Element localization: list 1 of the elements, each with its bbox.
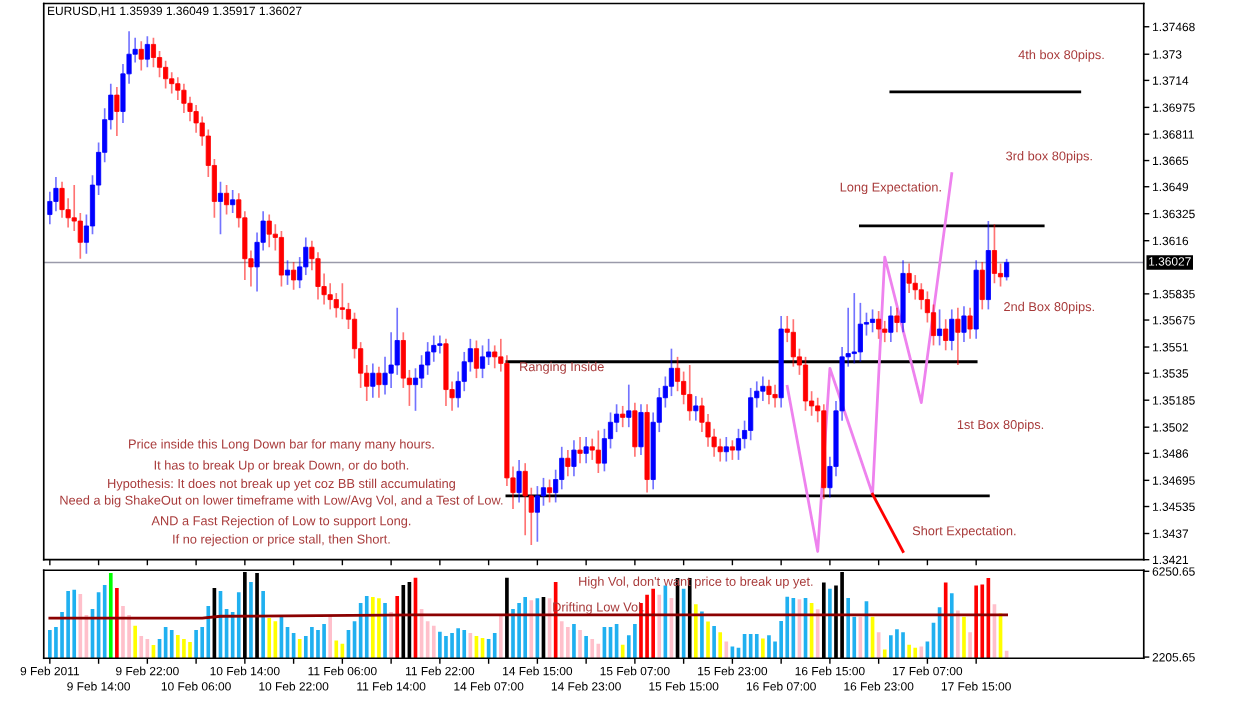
candlestick <box>437 334 443 355</box>
